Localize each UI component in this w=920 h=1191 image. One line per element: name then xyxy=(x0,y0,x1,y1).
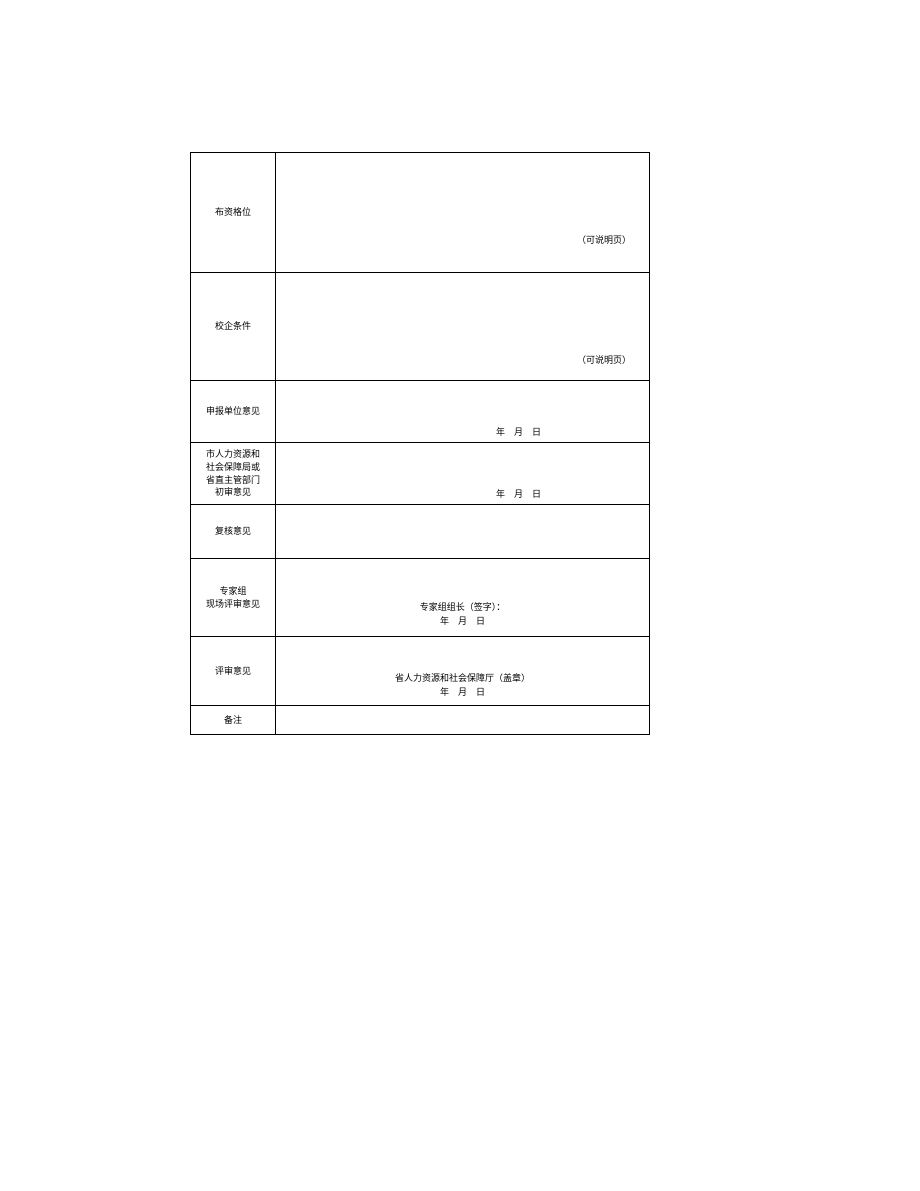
label-text: 复核意见 xyxy=(215,525,251,538)
table-row: 市人力资源和 社会保障局或 省直主管部门 初审意见 年 月 日 xyxy=(191,443,649,505)
row-content xyxy=(276,505,649,558)
signature-text: 专家组组长（签字）： xyxy=(420,602,506,612)
row-label: 布资格位 xyxy=(191,153,276,272)
note-text: （可说明页） xyxy=(577,353,631,366)
row-label: 专家组 现场评审意见 xyxy=(191,559,276,636)
row-content: （可说明页） xyxy=(276,273,649,380)
label-text: 校企条件 xyxy=(215,320,251,333)
row-label: 申报单位意见 xyxy=(191,381,276,442)
table-row: 复核意见 xyxy=(191,505,649,559)
label-text: 申报单位意见 xyxy=(206,405,260,418)
table-row: 评审意见 省人力资源和社会保障厅（盖章） 年 月 日 xyxy=(191,637,649,706)
date-text: 年 月 日 xyxy=(440,687,485,697)
row-content: （可说明页） xyxy=(276,153,649,272)
table-row: 申报单位意见 年 月 日 xyxy=(191,381,649,443)
row-content: 年 月 日 xyxy=(276,381,649,442)
row-label: 校企条件 xyxy=(191,273,276,380)
table-row: 布资格位 （可说明页） xyxy=(191,153,649,273)
label-text: 市人力资源和 社会保障局或 省直主管部门 初审意见 xyxy=(206,448,260,498)
row-label: 市人力资源和 社会保障局或 省直主管部门 初审意见 xyxy=(191,443,276,504)
label-text: 布资格位 xyxy=(215,206,251,219)
row-content: 省人力资源和社会保障厅（盖章） 年 月 日 xyxy=(276,637,649,705)
row-content: 年 月 日 xyxy=(276,443,649,504)
row-content xyxy=(276,706,649,734)
row-label: 复核意见 xyxy=(191,505,276,558)
note-text: （可说明页） xyxy=(577,233,631,246)
label-text: 专家组 现场评审意见 xyxy=(206,585,260,610)
label-text: 备注 xyxy=(224,714,242,727)
row-content: 专家组组长（签字）： 年 月 日 xyxy=(276,559,649,636)
table-row: 专家组 现场评审意见 专家组组长（签字）： 年 月 日 xyxy=(191,559,649,637)
date-text: 年 月 日 xyxy=(496,487,541,500)
table-row: 校企条件 （可说明页） xyxy=(191,273,649,381)
form-table: 布资格位 （可说明页） 校企条件 （可说明页） 申报单位意见 年 月 日 市人力… xyxy=(190,152,650,735)
date-text: 年 月 日 xyxy=(496,425,541,438)
authority-text: 省人力资源和社会保障厅（盖章） xyxy=(395,673,530,683)
table-row: 备注 xyxy=(191,706,649,734)
date-text: 年 月 日 xyxy=(440,616,485,626)
label-text: 评审意见 xyxy=(215,665,251,678)
row-label: 评审意见 xyxy=(191,637,276,705)
row-label: 备注 xyxy=(191,706,276,734)
